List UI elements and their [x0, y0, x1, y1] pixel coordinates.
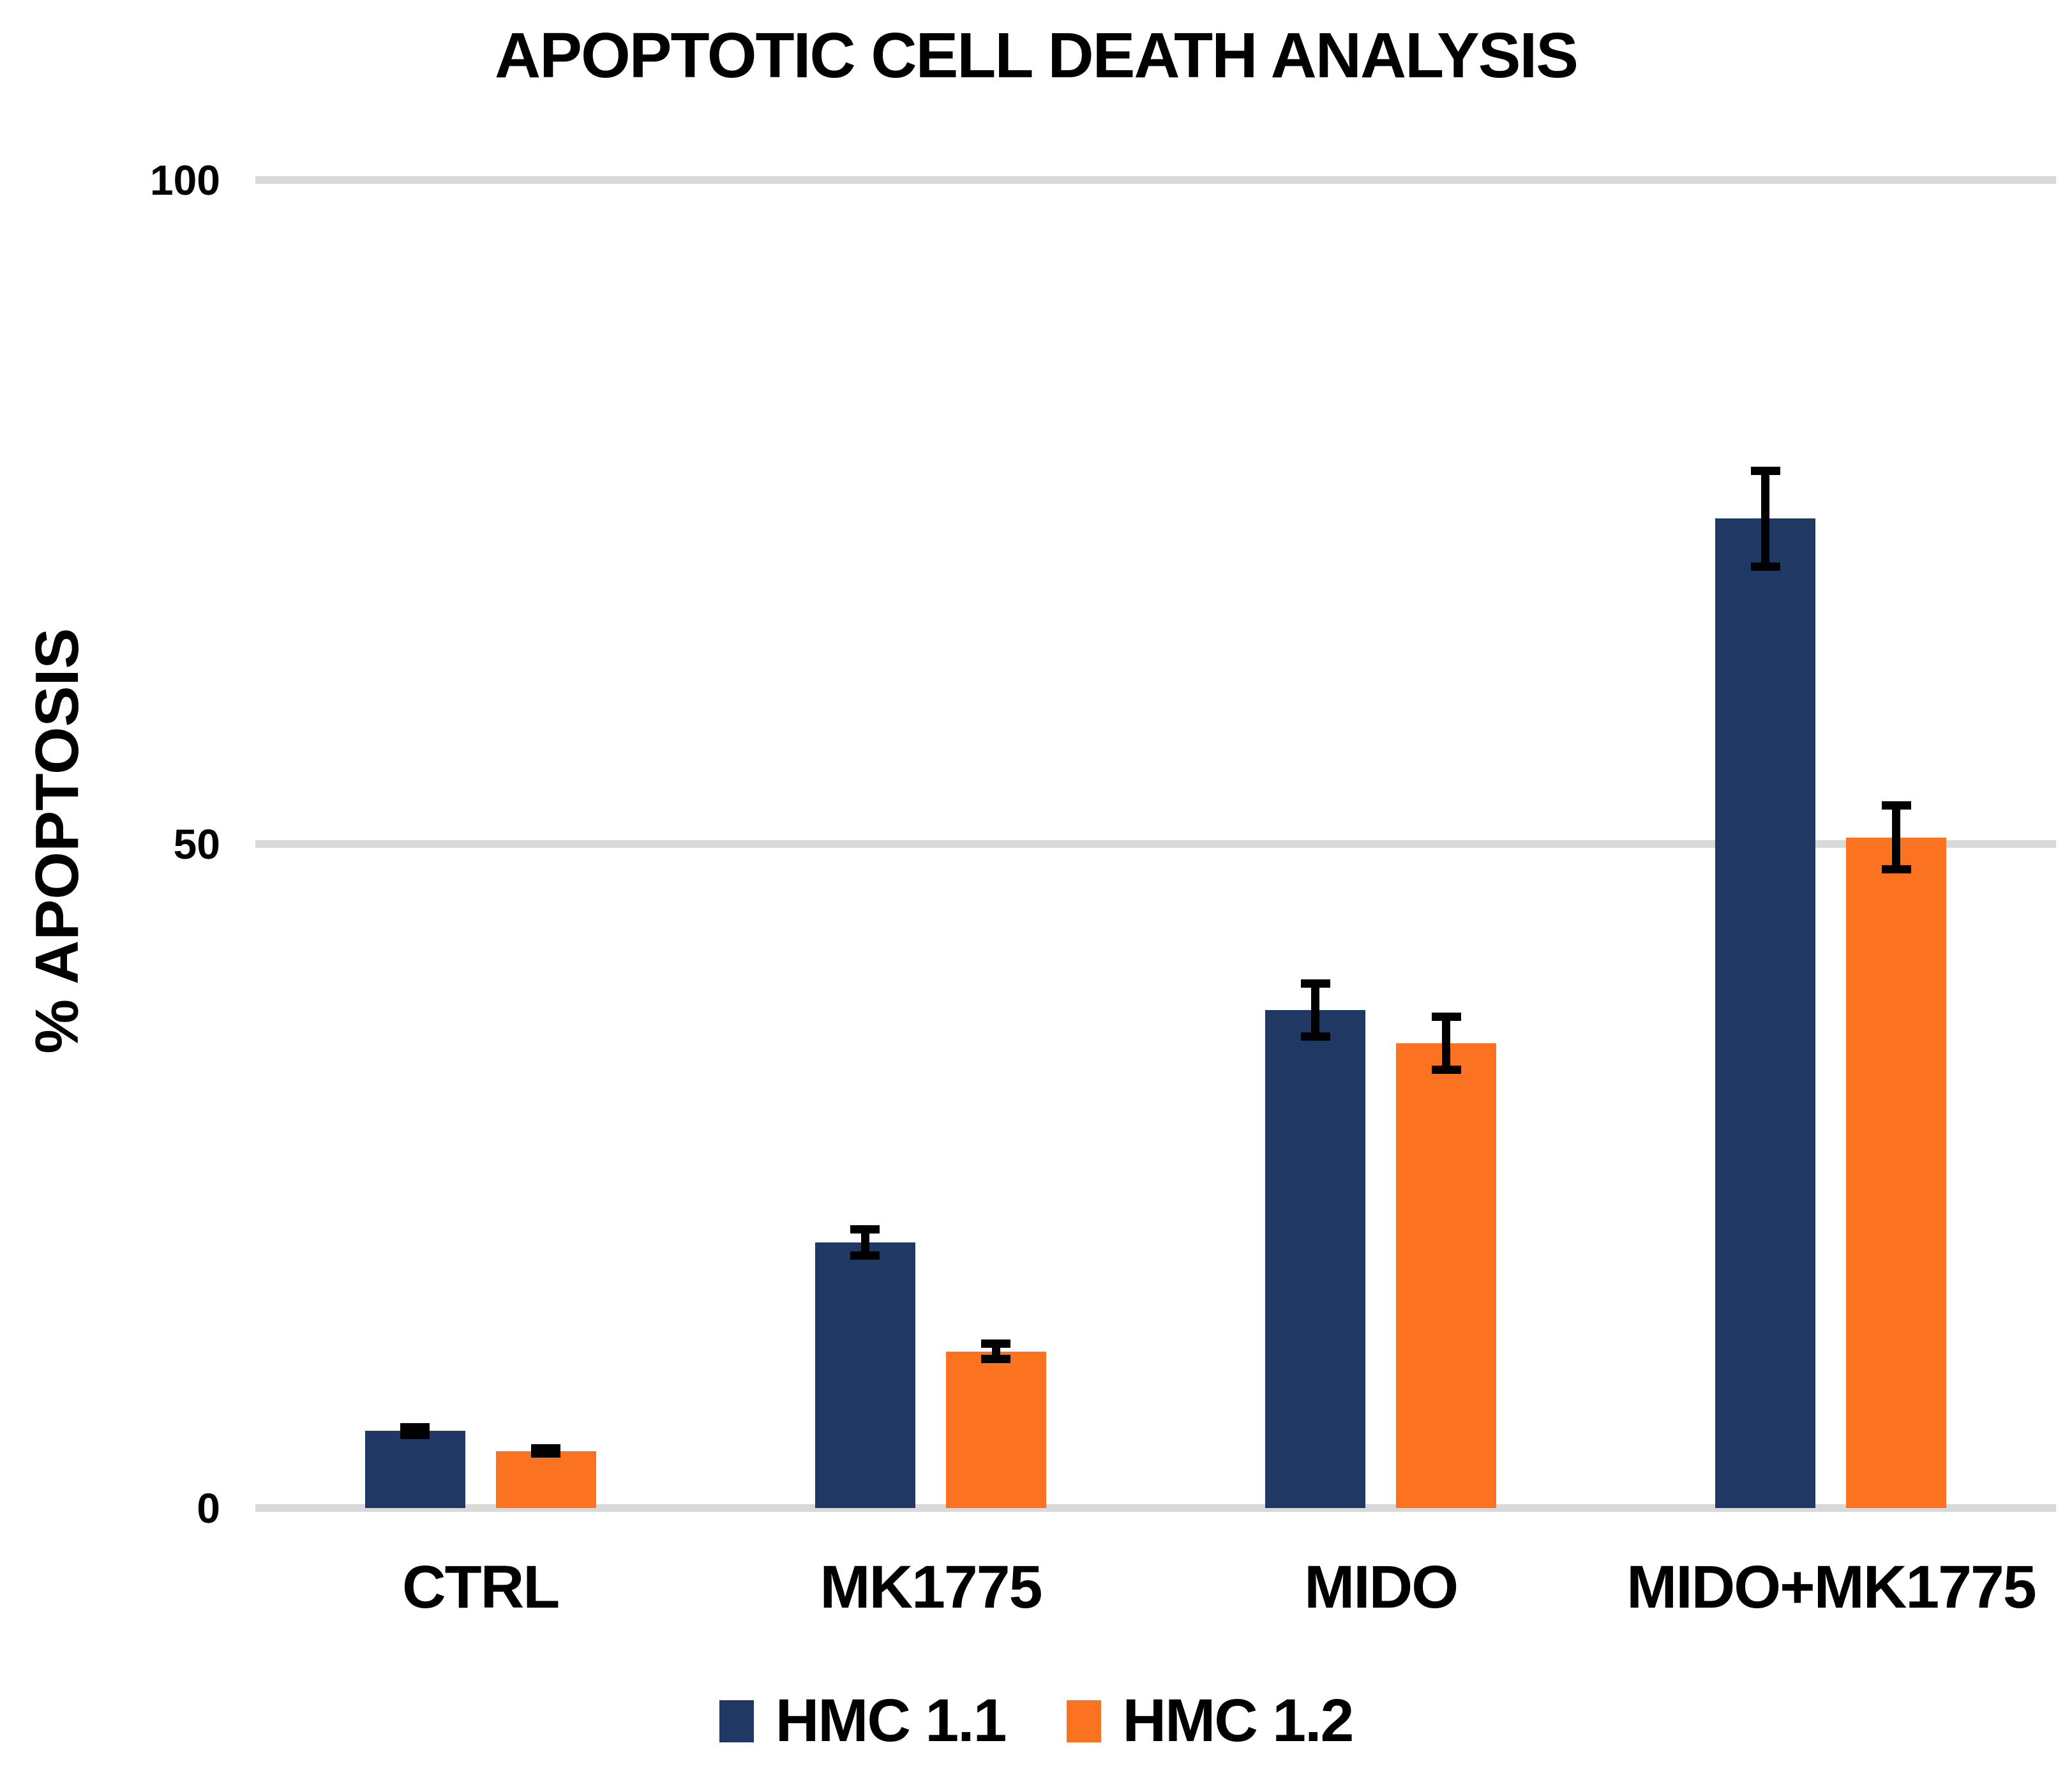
bar-group-MK1775: [705, 180, 1155, 1508]
error-bar-stem: [860, 1225, 869, 1260]
y-tick-label-0: 0: [197, 1484, 220, 1532]
x-axis-labels: CTRL MK1775 MIDO MIDO+MK1775: [255, 1553, 2056, 1622]
legend-label-HMC-1.1: HMC 1.1: [775, 1687, 1007, 1754]
error-bar-cap-bottom: [531, 1449, 561, 1458]
gridline-y-0: [255, 1504, 2056, 1512]
error-bar: [1881, 801, 1911, 873]
legend-swatch-HMC-1.1: [719, 1700, 754, 1742]
y-tick-label-50: 50: [173, 820, 220, 868]
error-bar-cap-bottom: [1300, 1032, 1330, 1041]
plot-area: [255, 176, 2056, 1512]
legend-swatch-HMC-1.2: [1066, 1700, 1101, 1742]
error-bar-stem: [1892, 801, 1901, 873]
bar-HMC-1.2-CTRL: [495, 1444, 596, 1508]
error-bar-stem: [1442, 1013, 1451, 1074]
chart-title: APOPTOTIC CELL DEATH ANALYSIS: [495, 20, 1579, 91]
y-tick-label-100: 100: [149, 156, 220, 204]
error-bar-cap-bottom: [400, 1430, 430, 1439]
bar-HMC-1.1-MIDO: [1265, 979, 1366, 1508]
error-bar-cap-bottom: [1881, 864, 1911, 873]
bar-group-CTRL: [255, 180, 705, 1508]
error-bar: [400, 1422, 430, 1439]
x-axis-label-MIDO+MK1775: MIDO+MK1775: [1626, 1553, 2037, 1621]
error-bar: [1750, 467, 1780, 571]
bar-group-MIDO: [1156, 180, 1606, 1508]
legend-item-HMC-1.2: HMC 1.2: [1066, 1687, 1355, 1754]
bar-HMC-1.2-MIDO: [1396, 1013, 1497, 1508]
bar-HMC-1.2-MIDO+MK1775: [1846, 801, 1947, 1508]
bar-group-MIDO+MK1775: [1606, 180, 2056, 1508]
bar-HMC-1.1-MIDO+MK1775: [1715, 467, 1816, 1508]
error-bar: [850, 1225, 880, 1260]
error-bar-cap-bottom: [850, 1251, 880, 1260]
error-bar: [1431, 1013, 1461, 1074]
error-bar-stem: [1761, 467, 1770, 571]
error-bar-stem: [1311, 979, 1320, 1041]
bar-groups: [255, 180, 2056, 1508]
gridline-y-100: [255, 176, 2056, 184]
error-bar-cap-bottom: [981, 1355, 1011, 1364]
error-bar: [531, 1444, 561, 1458]
legend-label-HMC-1.2: HMC 1.2: [1122, 1687, 1355, 1754]
x-axis-label-MIDO: MIDO: [1304, 1553, 1459, 1621]
bar-HMC-1.1-MK1775: [815, 1225, 915, 1508]
x-axis-label-CTRL: CTRL: [402, 1553, 560, 1621]
error-bar-cap-bottom: [1750, 562, 1780, 571]
legend-item-HMC-1.1: HMC 1.1: [719, 1687, 1007, 1754]
bar-HMC-1.2-MK1775: [945, 1339, 1046, 1508]
gridline-y-50: [255, 840, 2056, 848]
error-bar-cap-bottom: [1431, 1065, 1461, 1074]
bar-HMC-1.1-CTRL: [364, 1422, 465, 1508]
legend: HMC 1.1 HMC 1.2: [0, 1691, 2072, 1751]
x-axis-label-MK1775: MK1775: [820, 1553, 1042, 1621]
error-bar: [981, 1339, 1011, 1364]
error-bar: [1300, 979, 1330, 1041]
